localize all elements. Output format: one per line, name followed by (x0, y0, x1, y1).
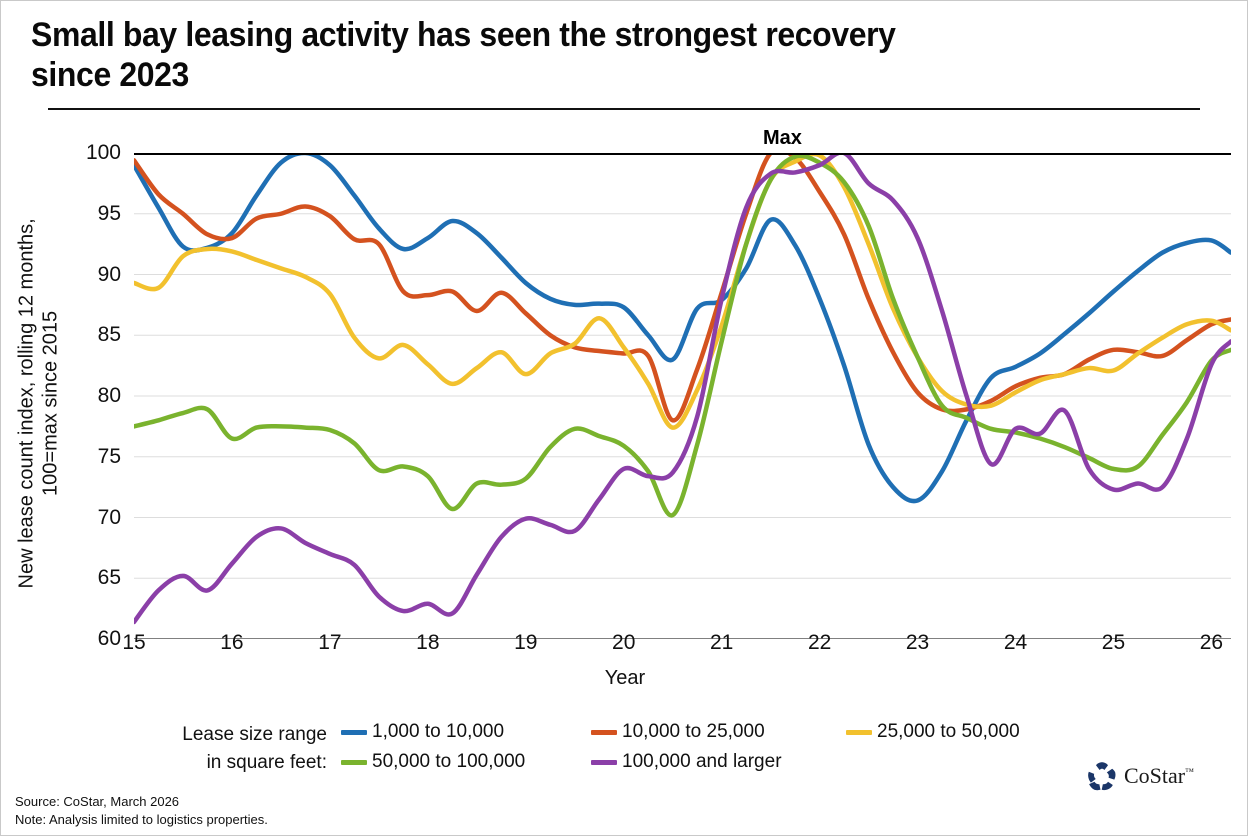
y-tick-label: 75 (97, 444, 121, 468)
legend-swatch-icon (591, 729, 617, 735)
chart-legend: Lease size range in square feet: 1,000 t… (1, 719, 1248, 789)
series-line (131, 146, 1234, 423)
legend-item-label: 1,000 to 10,000 (372, 721, 505, 742)
plot-canvas (131, 146, 1234, 648)
y-tick-label: 65 (97, 566, 121, 590)
legend-item-label: 50,000 to 100,000 (372, 751, 526, 772)
legend-item[interactable]: 10,000 to 25,000 (591, 721, 765, 743)
x-tick-label: 18 (416, 631, 440, 654)
chart-area: New lease count index, rolling 12 months… (1, 119, 1248, 711)
legend-item-label: 25,000 to 50,000 (877, 721, 1020, 742)
legend-item-label: 10,000 to 25,000 (622, 721, 765, 742)
x-tick-label: 19 (514, 631, 538, 654)
x-tick-label: 21 (709, 631, 734, 654)
series-line (131, 153, 1234, 518)
legend-item[interactable]: 25,000 to 50,000 (846, 721, 1020, 743)
x-tick-label: 15 (122, 631, 146, 654)
y-tick-label: 60 (97, 627, 121, 650)
y-tick-label: 80 (97, 384, 121, 407)
series-line (131, 150, 1234, 625)
series-line (131, 150, 1234, 504)
y-tick-label: 90 (97, 262, 121, 286)
x-axis-ticks: 15 16 17 18 19 20 21 22 23 24 25 26 (1, 631, 1248, 665)
series-line (131, 151, 1234, 430)
page-title: Small bay leasing activity has seen the … (31, 16, 896, 95)
x-tick-label: 24 (1003, 631, 1028, 654)
x-tick-label: 16 (220, 631, 244, 654)
legend-swatch-icon (341, 759, 367, 765)
x-tick-label: 25 (1101, 631, 1126, 654)
y-tick-label: 70 (97, 505, 121, 529)
y-tick-label: 100 (85, 141, 121, 164)
x-axis-label: Year (604, 667, 646, 689)
legend-item[interactable]: 100,000 and larger (591, 751, 782, 773)
legend-swatch-icon (591, 759, 617, 765)
y-axis-ticks: 60 65 70 75 80 85 90 95 100 (63, 119, 121, 650)
legend-swatch-icon (341, 729, 367, 735)
legend-title: Lease size range in square feet: (182, 724, 327, 773)
x-tick-label: 17 (318, 631, 342, 654)
y-axis-label: New lease count index, rolling 12 months… (15, 218, 62, 589)
costar-wordmark: CoStar™ (1124, 763, 1194, 788)
y-tick-label: 95 (97, 201, 121, 225)
y-tick-label: 85 (97, 323, 121, 347)
x-tick-label: 23 (905, 631, 930, 654)
x-tick-label: 26 (1199, 631, 1224, 654)
title-divider (48, 108, 1200, 110)
costar-mark-icon (1088, 762, 1116, 791)
series-lines (131, 146, 1234, 648)
costar-logo: CoStar™ (1087, 761, 1194, 791)
x-tick-label: 22 (807, 631, 832, 654)
max-reference-label: Max (763, 127, 802, 149)
x-tick-label: 20 (612, 631, 636, 654)
legend-item[interactable]: 50,000 to 100,000 (341, 751, 525, 773)
legend-item-label: 100,000 and larger (622, 751, 782, 772)
source-note: Source: CoStar, March 2026 Note: Analysi… (15, 794, 268, 827)
legend-swatch-icon (846, 729, 872, 735)
legend-item[interactable]: 1,000 to 10,000 (341, 721, 504, 743)
